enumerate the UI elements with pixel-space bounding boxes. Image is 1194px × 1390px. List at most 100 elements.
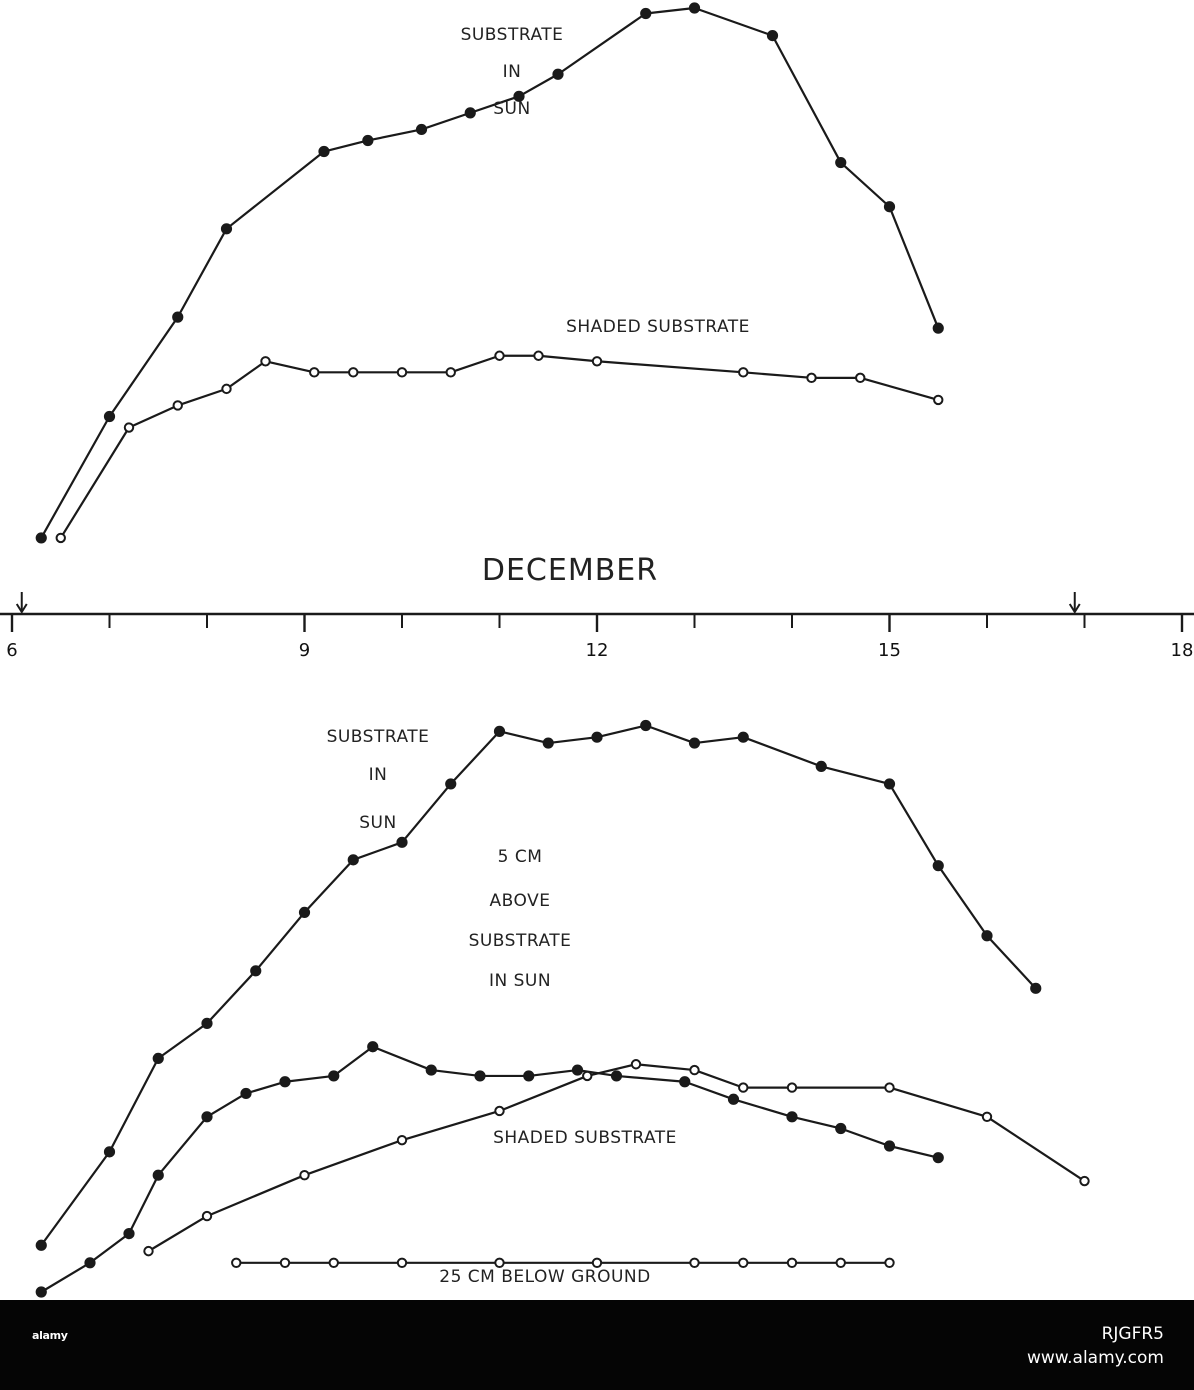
alamy-logo: alamy bbox=[32, 1329, 68, 1342]
tick-label: 15 bbox=[878, 640, 901, 661]
top-series-1-point-0 bbox=[55, 532, 66, 544]
top-series-0-point-9 bbox=[552, 68, 564, 80]
bottom-series-1-point-4 bbox=[201, 1111, 213, 1123]
bottom-series-3-point-4 bbox=[494, 1257, 505, 1269]
bottom-series-2-point-12 bbox=[1079, 1175, 1090, 1187]
top-series-0-point-15 bbox=[932, 322, 944, 334]
bottom-series-1-point-19 bbox=[932, 1152, 944, 1164]
bottom-series-0-point-12 bbox=[640, 719, 652, 732]
top-series-0-point-5 bbox=[362, 134, 374, 147]
top-series-0-point-11 bbox=[688, 2, 701, 14]
top-series-1-point-8 bbox=[445, 367, 456, 378]
bottom-series-0-point-0 bbox=[35, 1239, 47, 1251]
bottom-series-2-point-3 bbox=[396, 1134, 408, 1146]
stock-info: RJGFR5 www.alamy.com bbox=[1027, 1322, 1164, 1370]
bottom-series-1-point-17 bbox=[835, 1122, 847, 1135]
bottom-series-3-point-1 bbox=[279, 1257, 291, 1269]
top-series-0-point-4 bbox=[318, 145, 330, 158]
bottom-series-2-point-6 bbox=[630, 1059, 642, 1070]
top-panel bbox=[35, 2, 944, 544]
bottom-series-2-point-4 bbox=[494, 1105, 505, 1117]
top-series-1-point-4 bbox=[260, 356, 271, 367]
bottom-series-2-point-8 bbox=[738, 1082, 749, 1093]
tick-label: 9 bbox=[299, 640, 310, 661]
bottom-below-label: 25 CM BELOW GROUND bbox=[439, 1267, 650, 1287]
bottom-5cm-label-line2: ABOVE bbox=[490, 891, 551, 911]
bottom-series-3-point-0 bbox=[231, 1257, 242, 1269]
bottom-series-3-point-6 bbox=[689, 1257, 700, 1269]
bottom-series-line-2 bbox=[147, 1063, 1086, 1253]
bottom-series-line-1 bbox=[40, 1045, 939, 1293]
bottom-series-line-0 bbox=[40, 724, 1037, 1246]
top-shaded-label: SHADED SUBSTRATE bbox=[566, 317, 750, 337]
top-series-1-point-2 bbox=[172, 400, 183, 411]
top-series-1-point-15 bbox=[933, 394, 944, 406]
top-series-1-point-7 bbox=[396, 367, 408, 378]
site-url: www.alamy.com bbox=[1026, 1348, 1164, 1368]
time-axis: 6 9 12 15 18 bbox=[0, 592, 1194, 661]
top-series-0-point-6 bbox=[415, 123, 428, 136]
bottom-series-2-point-1 bbox=[201, 1210, 213, 1222]
top-sun-label-line3: SUN bbox=[493, 99, 530, 119]
top-series-0-point-0 bbox=[35, 532, 47, 544]
bottom-series-2-point-9 bbox=[786, 1082, 798, 1093]
bottom-series-0-point-14 bbox=[737, 731, 749, 743]
bottom-series-1-point-1 bbox=[84, 1257, 96, 1269]
bottom-series-0-point-3 bbox=[201, 1017, 213, 1029]
marker-arrow-head bbox=[1068, 603, 1081, 614]
bottom-series-2-point-0 bbox=[143, 1245, 154, 1257]
top-series-1-point-14 bbox=[855, 372, 866, 384]
image-id: RJGFR5 bbox=[1101, 1324, 1164, 1344]
marker-arrow-head bbox=[15, 603, 28, 614]
bottom-series-0-point-7 bbox=[396, 836, 408, 848]
bottom-series-0-point-17 bbox=[932, 860, 944, 872]
top-series-0-point-3 bbox=[220, 223, 233, 235]
chart-figure: 6 9 12 15 18 SUBSTRATE IN SUN SHADED SUBSTRA… bbox=[0, 2, 1194, 1298]
bottom-series-2-point-5 bbox=[582, 1070, 593, 1082]
bottom-series-1-point-6 bbox=[279, 1076, 291, 1088]
bottom-series-0-point-6 bbox=[347, 854, 359, 866]
tick-label: 6 bbox=[6, 640, 17, 661]
bottom-series-1-point-14 bbox=[679, 1076, 691, 1088]
bottom-series-2-point-2 bbox=[299, 1170, 310, 1181]
top-series-1-point-1 bbox=[123, 422, 135, 433]
bottom-series-0-point-8 bbox=[445, 778, 457, 790]
bottom-series-0-point-1 bbox=[103, 1146, 116, 1158]
bottom-series-1-point-10 bbox=[474, 1070, 486, 1082]
bottom-series-0-point-4 bbox=[250, 965, 262, 977]
top-series-1-point-3 bbox=[221, 383, 232, 395]
bottom-series-0-point-18 bbox=[981, 930, 993, 942]
tick-label: 18 bbox=[1171, 640, 1194, 661]
top-series-1-point-11 bbox=[591, 356, 603, 367]
axis-title: DECEMBER bbox=[482, 553, 658, 588]
top-series-line-1 bbox=[59, 354, 939, 539]
top-series-0-point-7 bbox=[464, 107, 476, 119]
bottom-series-0-point-13 bbox=[688, 737, 701, 749]
bottom-series-0-point-16 bbox=[883, 778, 896, 790]
bottom-series-2-point-7 bbox=[689, 1064, 700, 1076]
bottom-sun-label-line1: SUBSTRATE bbox=[327, 727, 430, 747]
bottom-series-1-point-5 bbox=[240, 1087, 252, 1100]
bottom-series-3-point-10 bbox=[884, 1257, 895, 1269]
top-series-0-point-12 bbox=[766, 29, 779, 42]
bottom-series-3-point-5 bbox=[591, 1257, 603, 1269]
bottom-series-0-point-11 bbox=[591, 731, 603, 743]
bottom-5cm-label-line4: IN SUN bbox=[489, 971, 551, 991]
bottom-series-3-point-9 bbox=[835, 1257, 846, 1269]
bottom-series-0-point-2 bbox=[152, 1052, 164, 1065]
bottom-series-0-point-19 bbox=[1030, 982, 1042, 994]
bottom-series-1-point-2 bbox=[123, 1228, 135, 1240]
bottom-series-0-point-10 bbox=[542, 737, 554, 749]
top-sun-label-line1: SUBSTRATE bbox=[461, 25, 564, 45]
bottom-series-0-point-5 bbox=[298, 906, 311, 919]
top-series-1-point-10 bbox=[533, 350, 544, 361]
top-series-1-point-6 bbox=[348, 367, 359, 378]
bottom-series-3-point-7 bbox=[738, 1257, 749, 1269]
tick-label: 12 bbox=[586, 640, 609, 661]
bottom-sun-label-line2: IN bbox=[369, 765, 388, 785]
bottom-series-3-point-8 bbox=[786, 1257, 798, 1269]
watermark-footer: alamy RJGFR5 www.alamy.com bbox=[0, 1300, 1194, 1390]
bottom-series-1-point-18 bbox=[883, 1140, 896, 1152]
bottom-series-1-point-3 bbox=[152, 1169, 164, 1181]
bottom-shaded-label: SHADED SUBSTRATE bbox=[493, 1128, 677, 1148]
